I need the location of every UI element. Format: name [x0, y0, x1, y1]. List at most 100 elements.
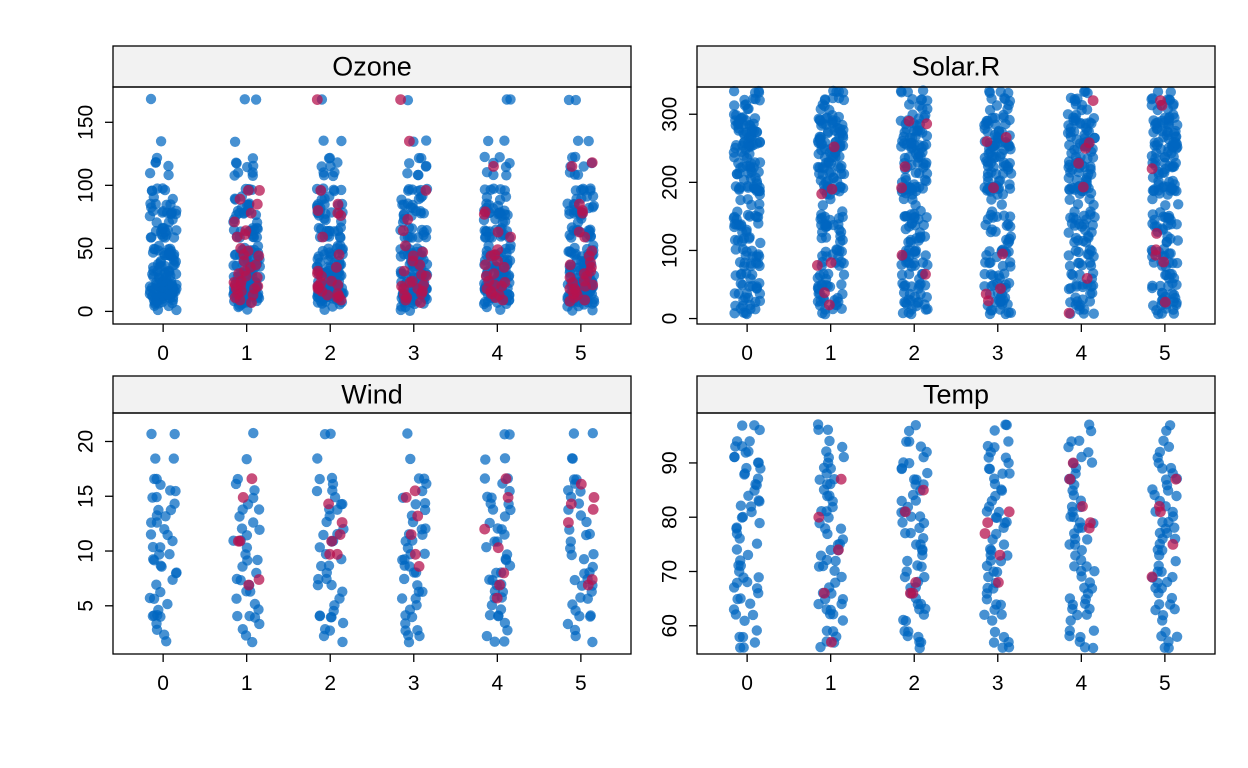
x-tick-label: 5	[1159, 672, 1171, 695]
observed-point	[1079, 86, 1090, 98]
imputed-point	[918, 484, 929, 496]
observed-point	[749, 637, 761, 648]
observed-point	[1163, 636, 1174, 647]
observed-point	[731, 523, 742, 534]
observed-point	[481, 542, 492, 553]
points-layer	[728, 419, 1183, 654]
observed-point	[745, 598, 756, 609]
imputed-point	[415, 297, 426, 308]
y-tick-label: 150	[75, 105, 98, 140]
imputed-point	[1167, 539, 1179, 550]
observed-point	[569, 624, 581, 636]
observed-point	[1003, 436, 1014, 447]
observed-point	[823, 268, 834, 280]
points-layer	[144, 427, 600, 648]
observed-point	[819, 94, 831, 105]
x-tick-label: 2	[908, 672, 920, 695]
observed-point	[313, 222, 325, 234]
x-tick-label: 1	[241, 672, 253, 695]
imputed-point	[818, 587, 830, 599]
observed-point	[828, 85, 839, 97]
observed-point	[1003, 278, 1015, 289]
observed-point	[328, 184, 339, 195]
observed-point	[989, 425, 1000, 436]
y-tick-label: 0	[659, 313, 682, 325]
observed-point	[413, 152, 425, 164]
observed-point	[252, 554, 263, 566]
observed-point	[1167, 506, 1178, 518]
observed-point	[753, 572, 764, 583]
observed-point	[171, 225, 182, 236]
observed-point	[416, 224, 428, 236]
imputed-point	[333, 249, 345, 261]
x-tick-label: 0	[741, 342, 753, 365]
imputed-point	[326, 535, 338, 547]
observed-point	[337, 586, 348, 597]
imputed-point	[1158, 256, 1169, 268]
observed-point	[749, 113, 761, 124]
imputed-point	[982, 517, 994, 528]
observed-point	[153, 604, 164, 616]
observed-point	[336, 135, 347, 147]
observed-point	[489, 636, 500, 647]
imputed-point	[492, 244, 504, 256]
panel-frame	[696, 412, 1216, 655]
observed-point	[318, 529, 329, 541]
observed-point	[904, 436, 915, 447]
observed-point	[1167, 175, 1179, 187]
observed-point	[147, 492, 158, 503]
imputed-point	[921, 118, 933, 130]
imputed-point	[479, 523, 491, 535]
observed-point	[499, 617, 511, 629]
imputed-point	[826, 183, 838, 195]
observed-point	[583, 135, 594, 147]
imputed-point	[332, 207, 344, 219]
observed-point	[914, 511, 926, 522]
observed-point	[151, 152, 163, 164]
observed-point	[1065, 92, 1077, 104]
observed-point	[151, 217, 162, 228]
observed-point	[821, 604, 832, 615]
observed-point	[822, 424, 834, 435]
imputed-point	[1077, 181, 1089, 193]
observed-point	[323, 243, 334, 254]
imputed-point	[588, 492, 600, 503]
observed-point	[495, 604, 507, 615]
imputed-point	[586, 574, 598, 585]
observed-point	[836, 160, 847, 172]
observed-point	[837, 594, 849, 605]
x-tick-label: 3	[992, 342, 1004, 365]
observed-point	[895, 115, 907, 127]
observed-point	[1062, 109, 1074, 120]
observed-point	[1160, 200, 1171, 211]
observed-point	[168, 453, 179, 464]
observed-point	[167, 193, 178, 205]
observed-point	[1069, 561, 1080, 572]
imputed-point	[332, 198, 344, 210]
observed-point	[728, 86, 740, 97]
observed-point	[569, 574, 580, 586]
observed-point	[241, 542, 253, 553]
observed-point	[838, 269, 850, 280]
observed-point	[1066, 268, 1077, 280]
observed-point	[754, 517, 765, 529]
observed-point	[902, 555, 913, 567]
imputed-point	[395, 94, 406, 105]
imputed-point	[896, 182, 907, 194]
observed-point	[741, 462, 752, 474]
observed-point	[837, 615, 849, 626]
observed-point	[837, 534, 849, 545]
observed-point	[900, 172, 911, 183]
observed-point	[399, 573, 410, 585]
imputed-point	[331, 261, 342, 273]
imputed-point	[994, 549, 1006, 561]
observed-point	[570, 151, 581, 163]
imputed-point	[396, 280, 407, 292]
observed-point	[162, 598, 173, 610]
observed-point	[144, 168, 156, 179]
y-tick-label: 80	[659, 506, 682, 529]
observed-point	[231, 593, 242, 604]
observed-point	[157, 183, 168, 194]
observed-point	[1084, 419, 1095, 430]
